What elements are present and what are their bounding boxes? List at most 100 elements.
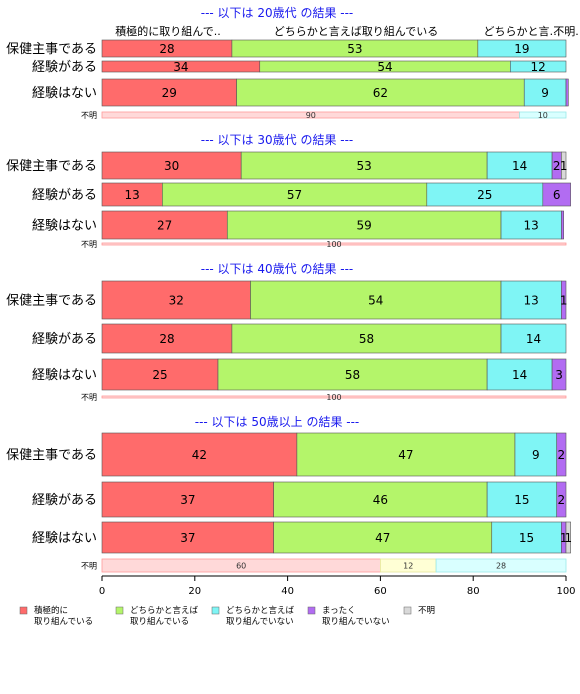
data-label: 53 xyxy=(347,42,362,56)
data-label: 42 xyxy=(192,448,207,462)
bar-segment xyxy=(523,78,567,107)
legend-label: まったく xyxy=(322,606,356,616)
bar-segment xyxy=(486,151,553,180)
data-label: 13 xyxy=(524,219,539,233)
bar-segment xyxy=(231,323,502,354)
category-label: 経験がある xyxy=(32,332,97,347)
unknown-data-label: 28 xyxy=(496,562,506,571)
unknown-category-label: 不明 xyxy=(81,240,97,249)
data-label: 53 xyxy=(357,159,372,173)
legend-label: 取り組んでいない xyxy=(226,616,294,627)
category-label: 経験がある xyxy=(32,493,97,508)
data-label: 58 xyxy=(359,332,374,346)
data-label: 30 xyxy=(164,159,179,173)
data-label: 59 xyxy=(357,219,372,233)
unknown-data-label: 60 xyxy=(236,562,246,571)
data-label: 15 xyxy=(519,531,534,545)
data-label: 3 xyxy=(555,368,563,382)
unknown-data-label: 100 xyxy=(326,240,341,249)
bar-segment xyxy=(101,432,298,477)
category-label: 経験はない xyxy=(32,368,97,383)
bar-segment xyxy=(486,481,558,518)
legend-label: 取り組んでいない xyxy=(322,616,390,627)
data-label: 1 xyxy=(560,294,568,308)
data-label: 19 xyxy=(514,42,529,56)
data-label: 1 xyxy=(564,531,572,545)
data-label: 12 xyxy=(531,60,546,74)
data-label: 28 xyxy=(159,332,174,346)
x-tick-label: 40 xyxy=(281,586,294,597)
column-header: どちらかと言えば取り組んでいる xyxy=(274,25,438,38)
group-title: --- 以下は 20歳代 の結果 --- xyxy=(201,6,354,20)
legend-swatch xyxy=(115,606,124,615)
bar-segment xyxy=(101,358,219,391)
bar-segment xyxy=(565,78,569,107)
data-label: 2 xyxy=(558,448,566,462)
category-label: 保健主事である xyxy=(6,448,97,463)
bar-segment xyxy=(561,151,567,180)
bar-segment xyxy=(240,151,488,180)
data-label: 13 xyxy=(524,294,539,308)
bar-segment xyxy=(510,60,567,73)
bar-segment xyxy=(500,210,562,240)
data-label: 62 xyxy=(373,86,388,100)
bar-segment xyxy=(542,182,571,207)
data-label: 25 xyxy=(152,368,167,382)
data-label: 9 xyxy=(532,448,540,462)
unknown-data-label: 10 xyxy=(538,111,548,120)
x-tick-label: 60 xyxy=(374,586,387,597)
column-header: 積極的に取り組んで.. xyxy=(115,24,220,38)
bar-segment xyxy=(514,432,558,477)
data-label: 14 xyxy=(512,159,527,173)
x-tick-label: 20 xyxy=(188,586,201,597)
category-label: 経験がある xyxy=(32,188,97,203)
bar-segment xyxy=(217,358,488,391)
data-label: 9 xyxy=(541,86,549,100)
unknown-bar-segment xyxy=(101,395,567,399)
bar-segment xyxy=(101,280,251,320)
bar-segment xyxy=(500,280,562,320)
bar-segment xyxy=(565,521,571,554)
unknown-bar-segment xyxy=(435,558,567,573)
data-label: 14 xyxy=(526,332,541,346)
bar-segment xyxy=(273,481,488,518)
legend-label: 取り組んでいる xyxy=(34,616,93,627)
data-label: 37 xyxy=(180,493,195,507)
legend-swatch xyxy=(211,606,220,615)
data-label: 47 xyxy=(375,531,390,545)
column-header: 不明. xyxy=(553,25,579,38)
data-label: 29 xyxy=(162,86,177,100)
category-label: 保健主事である xyxy=(6,42,97,57)
bar-segment xyxy=(500,323,567,354)
bar-segment xyxy=(551,358,567,391)
bar-segment xyxy=(273,521,493,554)
category-label: 経験はない xyxy=(32,219,97,234)
legend-label: 積極的に xyxy=(34,605,68,616)
bar-segment xyxy=(101,521,274,554)
legend-swatch xyxy=(307,606,316,615)
category-label: 経験はない xyxy=(32,531,97,546)
unknown-data-label: 12 xyxy=(403,562,413,571)
bar-segment xyxy=(296,432,516,477)
data-label: 57 xyxy=(287,188,302,202)
bar-segment xyxy=(561,280,567,320)
bar-segment xyxy=(561,210,564,240)
category-label: 経験がある xyxy=(32,60,97,75)
bar-segment xyxy=(556,432,567,477)
bar-segment xyxy=(101,210,228,240)
legend-label: どちらかと言えば xyxy=(130,605,199,616)
unknown-category-label: 不明 xyxy=(81,111,97,120)
category-label: 保健主事である xyxy=(6,159,97,174)
unknown-category-label: 不明 xyxy=(81,393,97,402)
data-label: 6 xyxy=(553,188,561,202)
data-label: 14 xyxy=(512,368,527,382)
legend-swatch xyxy=(403,606,412,615)
data-label: 27 xyxy=(157,219,172,233)
data-label: 32 xyxy=(169,294,184,308)
data-label: 1 xyxy=(560,531,568,545)
bar-segment xyxy=(226,210,502,240)
legend-label: どちらかと言えば xyxy=(226,605,295,616)
legend-swatch xyxy=(19,606,28,615)
x-tick-label: 100 xyxy=(556,586,575,597)
